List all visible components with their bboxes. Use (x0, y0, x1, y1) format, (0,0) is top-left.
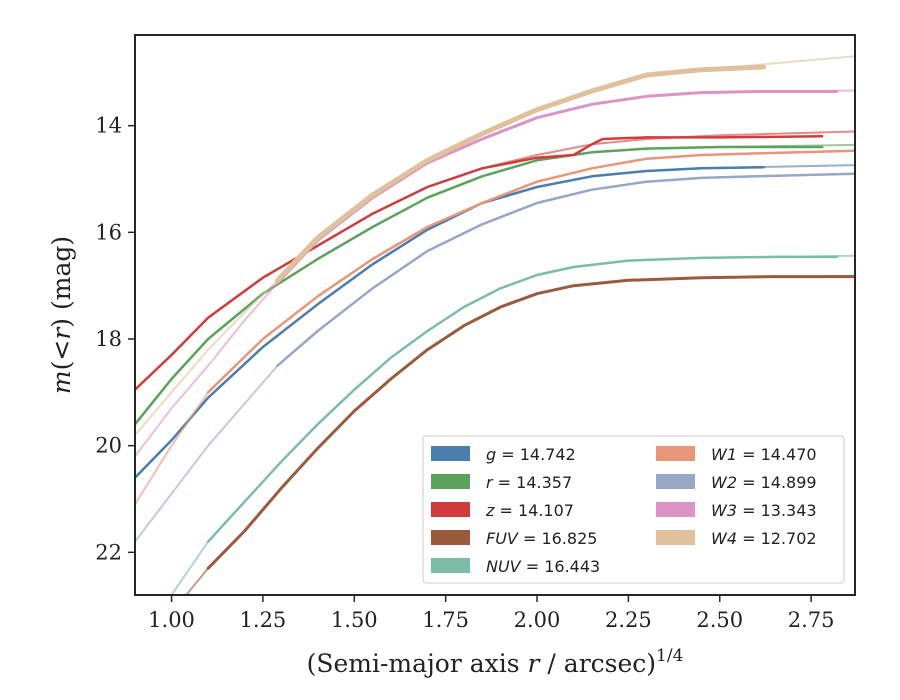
legend-label-band: W4 (711, 529, 737, 548)
legend-entry-g: g = 14.742 (431, 445, 576, 464)
series-g-line (135, 166, 765, 479)
legend-label-value: = 14.470 (737, 445, 817, 464)
legend-entry-w3: W3 = 13.343 (656, 501, 817, 520)
y-tick-label: 16 (95, 220, 122, 244)
legend-box (422, 435, 845, 584)
legend-label-value: = 12.702 (737, 529, 817, 548)
legend-label-value: = 16.443 (521, 557, 601, 576)
plot-series (135, 55, 855, 595)
legend-entry-nuv: NUV = 16.443 (431, 557, 600, 576)
legend-label: g = 14.742 (486, 445, 576, 464)
series-g (135, 164, 855, 479)
y-axis-label: m(<r) (mag) (47, 236, 76, 394)
legend-label-band: W3 (711, 501, 737, 520)
series-w2 (135, 172, 855, 543)
legend-entry-fuv: FUV = 16.825 (431, 529, 597, 548)
series-w4-line (275, 64, 767, 283)
legend-label-value: = 14.357 (493, 473, 573, 492)
x-axis-label-variable: r (528, 649, 542, 678)
legend-label-value: = 14.899 (737, 473, 817, 492)
y-tick-label: 22 (95, 540, 122, 564)
legend-label: NUV = 16.443 (486, 557, 600, 576)
legend-swatch (656, 474, 695, 489)
legend-entry-z: z = 14.107 (431, 501, 574, 520)
series-fuv-line (206, 275, 855, 570)
series-r-line (135, 145, 824, 426)
series-nuv (170, 254, 855, 595)
x-tick-label: 1.25 (240, 608, 287, 632)
legend-swatch (431, 558, 470, 573)
legend-label-band: FUV (486, 529, 519, 548)
legend-label: W2 = 14.899 (711, 473, 817, 492)
x-tick-label: 2.50 (696, 608, 743, 632)
y-axis-label-m: m (47, 370, 76, 394)
x-tick-label: 2.00 (514, 608, 561, 632)
x-axis-label-exponent: 1/4 (656, 646, 683, 666)
legend-label: FUV = 16.825 (486, 529, 597, 548)
y-axis-label-open-paren: ( (47, 361, 76, 371)
y-axis-label-close-paren: ) (47, 318, 76, 328)
legend-swatch (431, 502, 470, 517)
y-axis-label-less-than: < (47, 340, 76, 361)
legend-swatch (656, 502, 695, 517)
legend-label-band: W2 (711, 473, 737, 492)
x-axis-label-prefix: (Semi-major axis (307, 649, 528, 678)
x-tick-label: 1.50 (331, 608, 378, 632)
legend-label-band: W1 (711, 445, 737, 464)
legend-label-value: = 14.742 (496, 445, 576, 464)
legend-label-band: r (486, 473, 494, 492)
x-tick-label: 2.25 (605, 608, 652, 632)
series-fuv (185, 275, 855, 595)
series-r (135, 143, 855, 426)
legend-label-band: g (486, 445, 496, 464)
series-z-line (135, 135, 824, 391)
legend-label: z = 14.107 (485, 501, 574, 520)
legend-entry-w1: W1 = 14.470 (656, 445, 817, 464)
legend-swatch (656, 446, 695, 461)
x-tick-label: 1.00 (148, 608, 195, 632)
x-tick-label: 2.75 (788, 608, 835, 632)
plot-frame (134, 34, 856, 596)
legend-label-value: = 16.825 (518, 529, 598, 548)
x-axis-ticks: 1.00 1.25 1.50 1.75 2.00 2.25 2.50 2.75 (148, 595, 835, 632)
series-w2-line (276, 172, 855, 367)
legend-label-value: = 14.107 (494, 501, 574, 520)
legend-label: W4 = 12.702 (711, 529, 817, 548)
legend-swatch (431, 530, 470, 545)
legend-entry-w4: W4 = 12.702 (656, 529, 817, 548)
legend-label: W3 = 13.343 (711, 501, 817, 520)
y-axis-label-r: r (47, 326, 76, 340)
legend-entry-r: r = 14.357 (431, 473, 572, 492)
x-tick-label: 1.75 (422, 608, 469, 632)
legend-entry-w2: W2 = 14.899 (656, 473, 817, 492)
x-axis-label-unit: / arcsec) (539, 649, 656, 678)
y-axis-ticks: 14 16 18 20 22 (95, 114, 135, 564)
legend-label-band: z (485, 501, 495, 520)
legend-label-value: = 13.343 (737, 501, 817, 520)
legend-swatch (431, 446, 470, 461)
y-tick-label: 14 (95, 114, 122, 138)
legend-swatch (656, 530, 695, 545)
y-tick-label: 18 (95, 327, 122, 351)
legend-swatch (431, 474, 470, 489)
y-tick-label: 20 (95, 434, 122, 458)
series-w1-line (206, 149, 855, 394)
legend-label-band: NUV (486, 557, 522, 576)
legend-label: r = 14.357 (486, 473, 572, 492)
series-w1 (135, 149, 855, 505)
legend-label: W1 = 14.470 (711, 445, 817, 464)
x-axis-label: (Semi-major axis r / arcsec)1/4 (307, 646, 684, 678)
series-nuv-line (206, 255, 838, 543)
series-z (135, 130, 855, 391)
series-w4 (135, 55, 855, 436)
y-axis-label-unit: (mag) (47, 236, 76, 318)
